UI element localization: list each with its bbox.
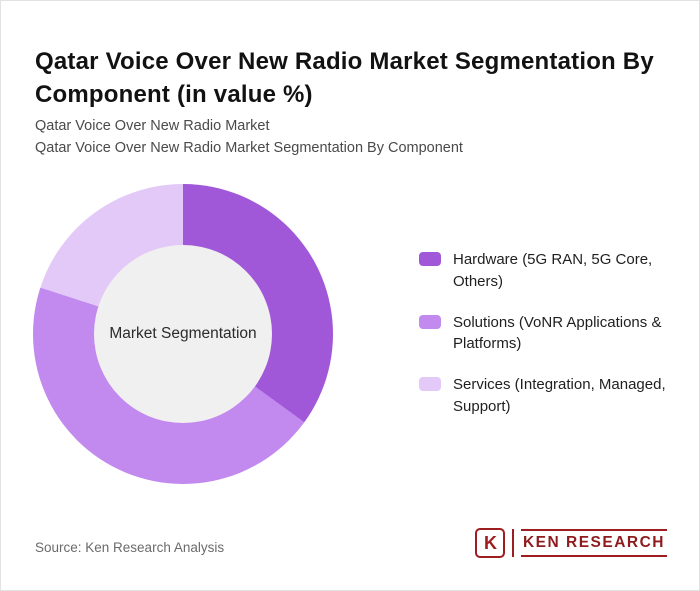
- legend-label: Solutions (VoNR Applications & Platforms…: [453, 313, 662, 353]
- subtitle-line-1: Qatar Voice Over New Radio Market: [35, 118, 270, 134]
- donut-chart-area: Market Segmentation: [33, 184, 333, 484]
- legend-swatch: [419, 377, 441, 391]
- page-title: Qatar Voice Over New Radio Market Segmen…: [35, 48, 654, 109]
- legend-item-solutions: Solutions (VoNR Applications & Platforms…: [419, 312, 671, 356]
- legend-item-services: Services (Integration, Managed, Support): [419, 374, 671, 418]
- donut-hole: Market Segmentation: [94, 245, 272, 423]
- legend-item-hardware: Hardware (5G RAN, 5G Core, Others): [419, 249, 671, 293]
- donut-center-label: Market Segmentation: [109, 325, 257, 342]
- logo-divider: [512, 529, 514, 557]
- legend-label: Hardware (5G RAN, 5G Core, Others): [453, 251, 653, 290]
- logo-wordmark: KEN RESEARCH: [520, 529, 667, 557]
- legend-swatch: [419, 252, 441, 266]
- ken-research-logo: K KEN RESEARCH: [475, 528, 667, 558]
- source-note: Source: Ken Research Analysis: [35, 540, 225, 555]
- subtitle-block: Qatar Voice Over New Radio Market Qatar …: [35, 115, 665, 160]
- chart-legend: Hardware (5G RAN, 5G Core, Others) Solut…: [419, 249, 671, 437]
- legend-swatch: [419, 314, 441, 329]
- legend-label: Services (Integration, Managed, Support): [453, 376, 666, 415]
- subtitle-line-2: Qatar Voice Over New Radio Market Segmen…: [35, 140, 463, 157]
- logo-k-icon: K: [475, 528, 506, 558]
